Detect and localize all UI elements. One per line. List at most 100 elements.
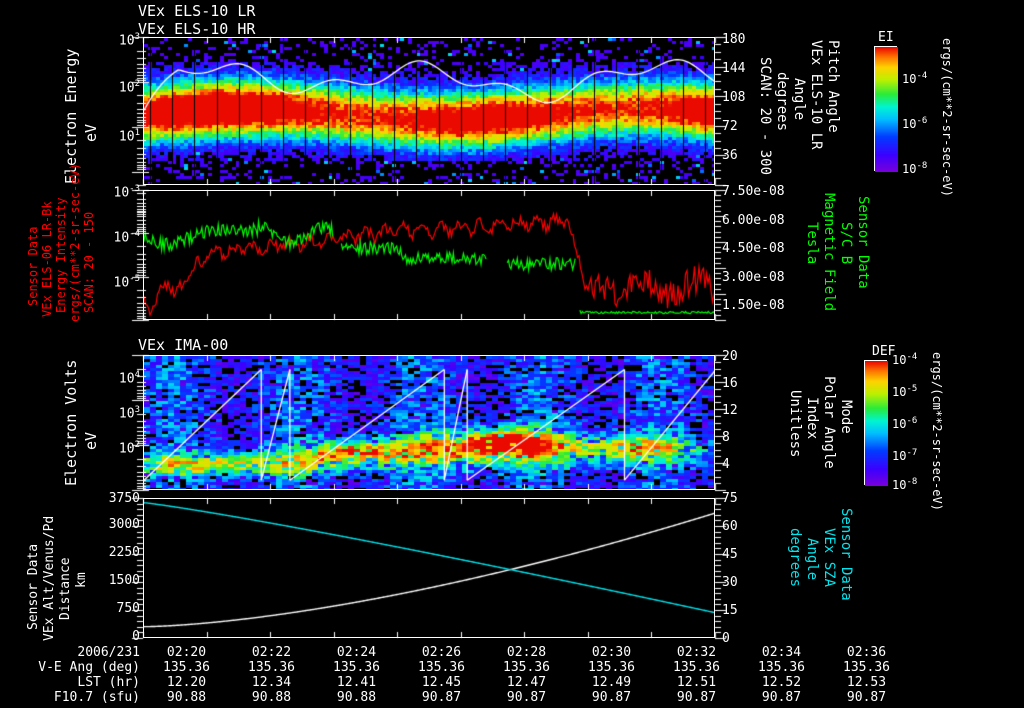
cell-time-6: 02:32	[676, 645, 717, 660]
bottom-parameter-table: 2006/231 02:20 02:22 02:24 02:26 02:28 0…	[8, 645, 909, 705]
panel3-colorbar	[864, 360, 888, 486]
panel2-plot-area	[143, 190, 715, 320]
cell-veang-2: 135.36	[333, 660, 380, 675]
panel3-plot-area	[143, 355, 715, 490]
panel3-cb-tick-e6: 10-6	[892, 416, 918, 431]
panel1-spectrogram	[144, 38, 714, 184]
panel1-title-lr: VEx ELS-10 LR	[138, 2, 256, 20]
p1ral2: Angle	[791, 78, 807, 121]
p3ral3: Unitless	[787, 390, 803, 458]
cell-f107-3: 90.87	[421, 690, 462, 705]
p3ral0: Mode	[838, 400, 854, 434]
panel1-colorbar-unit: ergs/(cm**2-sr-sec-eV)	[940, 38, 954, 197]
panel1-ytick-1000: 103	[118, 32, 140, 49]
p1ral3: degrees	[774, 72, 790, 132]
cell-f107-6: 90.87	[676, 690, 717, 705]
panel4-left-label-2: Distance	[58, 520, 73, 620]
panel3-rtick-12: 12	[722, 403, 738, 418]
panel4-right-label-2: Angle	[804, 538, 820, 596]
row-label-lst: LST (hr)	[77, 675, 140, 690]
cell-f107-7: 90.87	[761, 690, 802, 705]
panel1-right-label-0: Pitch Angle	[825, 40, 841, 165]
p3ral1: Polar Angle	[821, 376, 837, 469]
cell-veang-8: 135.36	[843, 660, 890, 675]
table-row-lst: LST (hr) 12.20 12.34 12.41 12.45 12.47 1…	[8, 675, 909, 690]
panel4-rtick-15: 15	[722, 603, 738, 618]
panel1-rtick-36: 36	[722, 148, 738, 163]
panel1-right-label-4: SCAN: 20 - 300	[757, 57, 773, 185]
cell-time-4: 02:28	[506, 645, 547, 660]
p3ral2: Index	[804, 397, 820, 440]
panel1-rtick-180: 180	[722, 32, 746, 47]
panel4-rtick-60: 60	[722, 519, 738, 534]
cell-veang-3: 135.36	[418, 660, 465, 675]
panel4-rtick-0: 0	[722, 631, 730, 646]
p1cbu: ergs/(cm**2-sr-sec-eV)	[940, 38, 954, 197]
cell-veang-1: 135.36	[248, 660, 295, 675]
row-label-date: 2006/231	[77, 645, 140, 660]
panel3-spectrogram	[144, 356, 714, 489]
p2lal1: VEx ELS-06 LR-Bk	[40, 201, 54, 317]
panel3-colorbar-gradient	[865, 361, 888, 486]
panel4-plot-area	[143, 498, 715, 638]
row-label-ve-ang: V-E Ang (deg)	[38, 660, 140, 675]
panel3-cb-tick-e7: 10-7	[892, 448, 918, 463]
p4ral1: VEx SZA	[821, 528, 837, 588]
cell-f107-0: 90.88	[166, 690, 207, 705]
panel3-cb-tick-e4: 10-4	[892, 352, 918, 367]
panel3-right-label-0: Mode	[838, 400, 854, 462]
table-row-date: 2006/231 02:20 02:22 02:24 02:26 02:28 0…	[8, 645, 909, 660]
p3cbu: ergs/(cm**2-sr-sec-eV)	[930, 352, 944, 511]
panel2-rtick-3: 3.00e-08	[722, 270, 785, 285]
panel3-title: VEx IMA-00	[138, 336, 229, 354]
panel2-left-label-2: Energy Intensity	[54, 195, 68, 313]
panel2-right-label-3: Tesla	[804, 222, 820, 282]
panel3-rtick-4: 4	[722, 457, 730, 472]
panel2-left-label-0: Sensor Data	[26, 200, 40, 306]
p2ral2: Magnetic Field	[821, 193, 837, 312]
p1ral1: VEx ELS-10 LR	[808, 40, 824, 150]
cell-lst-8: 12.53	[846, 675, 887, 690]
panel2-left-label-4: SCAN: 20 - 150	[82, 195, 96, 313]
cell-lst-3: 12.45	[421, 675, 462, 690]
panel3-cb-tick-e8: 10-8	[892, 477, 918, 492]
panel3-rtick-16: 16	[722, 376, 738, 391]
panel1-right-label-3: degrees	[774, 72, 790, 157]
panel1-cb-tick-e8: 10-8	[902, 161, 928, 176]
panel2-rtick-2: 4.50e-08	[722, 241, 785, 256]
cell-f107-5: 90.87	[591, 690, 632, 705]
panel4-left-label-0: Sensor Data	[26, 510, 41, 630]
p4ral0: Sensor Data	[838, 508, 854, 601]
panel2-rtick-4: 1.50e-08	[722, 298, 785, 313]
panel1-ytick-100: 102	[118, 79, 140, 96]
cell-f107-1: 90.88	[251, 690, 292, 705]
panel4-left-label-1: VEx Alt/Venus/Pd	[42, 498, 57, 641]
p1ral0: Pitch Angle	[825, 40, 841, 133]
panel4-ytick-2250: 2250	[108, 545, 140, 560]
panel2-right-label-0: Sensor Data	[855, 196, 871, 308]
cell-f107-8: 90.87	[846, 690, 887, 705]
panel4-ytick-3000: 3000	[108, 517, 140, 532]
cell-veang-5: 135.36	[588, 660, 635, 675]
p4lal0: Sensor Data	[26, 543, 41, 630]
cell-lst-7: 12.52	[761, 675, 802, 690]
table-row-f107: F10.7 (sfu) 90.88 90.88 90.88 90.87 90.8…	[8, 690, 909, 705]
p4ral3: degrees	[787, 528, 803, 588]
panel1-right-label-1: VEx ELS-10 LR	[808, 40, 824, 180]
panel2-rtick-1: 6.00e-08	[722, 213, 785, 228]
cell-veang-4: 135.36	[503, 660, 550, 675]
panel2-left-label-3: ergs/(cm**2-sr-sec-eV)	[68, 163, 82, 322]
panel2-left-label-1: VEx ELS-06 LR-Bk	[40, 192, 54, 317]
panel3-right-label-2: Index	[804, 397, 820, 459]
panel2-line-chart	[144, 191, 714, 319]
panel3-right-label-3: Unitless	[787, 390, 803, 468]
panel1-ytick-10: 101	[118, 128, 140, 145]
cell-time-1: 02:22	[251, 645, 292, 660]
p2lal0: Sensor Data	[26, 226, 40, 306]
panel1-cb-tick-e6: 10-6	[902, 116, 928, 131]
cell-time-5: 02:30	[591, 645, 632, 660]
p2ral0: Sensor Data	[855, 196, 871, 289]
cell-lst-6: 12.51	[676, 675, 717, 690]
panel1-rtick-144: 144	[722, 61, 746, 76]
